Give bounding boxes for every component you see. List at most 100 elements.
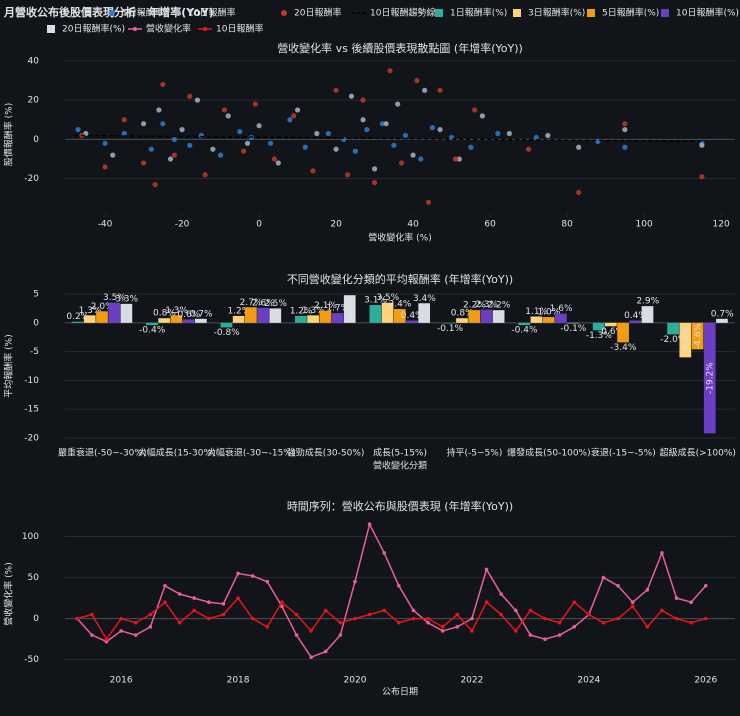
legend-marker bbox=[513, 9, 521, 17]
scatter-point bbox=[410, 152, 416, 158]
bar bbox=[629, 320, 642, 323]
line-marker bbox=[250, 574, 255, 578]
x-tick-label: 超級成長(>100%) bbox=[660, 447, 736, 459]
line-marker bbox=[630, 600, 635, 605]
scatter-point bbox=[371, 179, 378, 186]
scatter-point bbox=[360, 117, 366, 123]
bar-value-label: 2.7% bbox=[240, 298, 263, 308]
bar-value-label: 3.1% bbox=[364, 295, 387, 305]
scatter-point bbox=[360, 97, 366, 103]
line-marker bbox=[426, 616, 430, 621]
bar bbox=[307, 315, 319, 323]
x-axis-label: 營收變化分類 bbox=[373, 460, 427, 472]
bar-value-label: 3.4% bbox=[413, 294, 436, 304]
y-tick-label: -20 bbox=[24, 433, 39, 443]
scatter-point bbox=[291, 113, 297, 119]
bar bbox=[369, 304, 382, 323]
line-marker bbox=[177, 592, 182, 596]
bar bbox=[716, 318, 728, 323]
bar-value-label: 1.3% bbox=[302, 306, 325, 316]
line-marker bbox=[207, 600, 211, 605]
x-axis-label: 公布日期 bbox=[382, 686, 418, 698]
scatter-point bbox=[187, 142, 193, 148]
x-tick-label: 2024 bbox=[577, 676, 600, 686]
scatter-point bbox=[156, 107, 162, 113]
x-tick-label: 強勁成長(30-50%) bbox=[287, 447, 365, 459]
line-marker bbox=[221, 602, 226, 606]
bar bbox=[667, 322, 679, 335]
scatter-point bbox=[345, 172, 351, 178]
bar bbox=[220, 322, 233, 328]
scatter-point bbox=[379, 121, 385, 127]
line-marker bbox=[484, 567, 489, 572]
bar bbox=[381, 302, 394, 323]
bar bbox=[530, 316, 543, 323]
bar bbox=[679, 322, 692, 358]
line-marker bbox=[703, 616, 708, 621]
line-marker bbox=[528, 608, 533, 613]
scatter-point bbox=[171, 136, 177, 143]
x-tick-label: 爆發成長(50-100%) bbox=[507, 447, 590, 459]
x-tick-label: 大幅衰退(-30~-15%) bbox=[207, 447, 296, 459]
scatter-point bbox=[110, 152, 116, 158]
scatter-point bbox=[314, 130, 320, 137]
bar-value-label: 0.2% bbox=[66, 312, 89, 322]
line-marker bbox=[616, 616, 620, 621]
line-marker bbox=[119, 629, 123, 633]
scatter-point bbox=[437, 87, 443, 93]
line-marker bbox=[148, 625, 153, 629]
y-tick-label: -20 bbox=[24, 174, 39, 184]
bar-value-label: 1.0% bbox=[537, 308, 560, 318]
x-tick-label: 2016 bbox=[110, 676, 133, 686]
scatter-point bbox=[533, 134, 539, 141]
line-marker bbox=[294, 633, 299, 637]
bar-value-label: -6.0% bbox=[681, 327, 691, 354]
y-tick-label: 5 bbox=[33, 290, 39, 300]
bar bbox=[492, 310, 505, 323]
line-marker bbox=[367, 522, 372, 527]
scatter-point bbox=[576, 144, 582, 150]
x-tick-label: 大幅成長(15-30%) bbox=[138, 447, 216, 459]
line-marker bbox=[484, 600, 489, 605]
bar-value-label: 1.7% bbox=[326, 304, 349, 314]
bar bbox=[269, 308, 282, 323]
line-marker bbox=[75, 616, 80, 621]
line-marker bbox=[265, 625, 270, 629]
line-marker bbox=[645, 588, 650, 592]
scatter-point bbox=[595, 138, 601, 144]
scatter-point bbox=[395, 101, 401, 107]
line-marker bbox=[148, 612, 153, 617]
scatter-point bbox=[160, 121, 166, 127]
line-marker bbox=[163, 600, 167, 605]
legend-label: 10日報酬趨勢線 bbox=[370, 7, 435, 19]
line-marker bbox=[470, 616, 474, 621]
scatter-point bbox=[437, 126, 443, 133]
bar-value-label: -19.2% bbox=[705, 362, 715, 394]
line-marker bbox=[572, 600, 577, 605]
y-tick-label: -50 bbox=[24, 655, 39, 665]
scatter-point bbox=[472, 107, 478, 113]
bar bbox=[554, 313, 567, 323]
scatter-point bbox=[244, 140, 251, 146]
line-marker bbox=[382, 551, 387, 555]
scatter-point bbox=[268, 140, 274, 146]
scatter-point bbox=[383, 121, 389, 127]
bar bbox=[480, 309, 493, 323]
scatter-point bbox=[387, 68, 393, 74]
line-marker bbox=[674, 596, 679, 600]
scatter-point bbox=[171, 152, 177, 158]
scatter-point bbox=[287, 117, 293, 123]
scatter-point bbox=[418, 156, 424, 162]
line-marker bbox=[543, 637, 547, 641]
scatter-point bbox=[622, 121, 628, 127]
x-tick-label: 60 bbox=[484, 220, 496, 230]
legend-marker bbox=[661, 9, 669, 17]
line-marker bbox=[674, 616, 679, 621]
bar bbox=[592, 322, 605, 331]
line-marker bbox=[250, 616, 255, 621]
line-marker bbox=[119, 616, 123, 621]
line-marker bbox=[411, 616, 416, 621]
bar-value-label: -0.6% bbox=[598, 327, 625, 337]
bar-value-label: -4.6% bbox=[693, 323, 703, 350]
